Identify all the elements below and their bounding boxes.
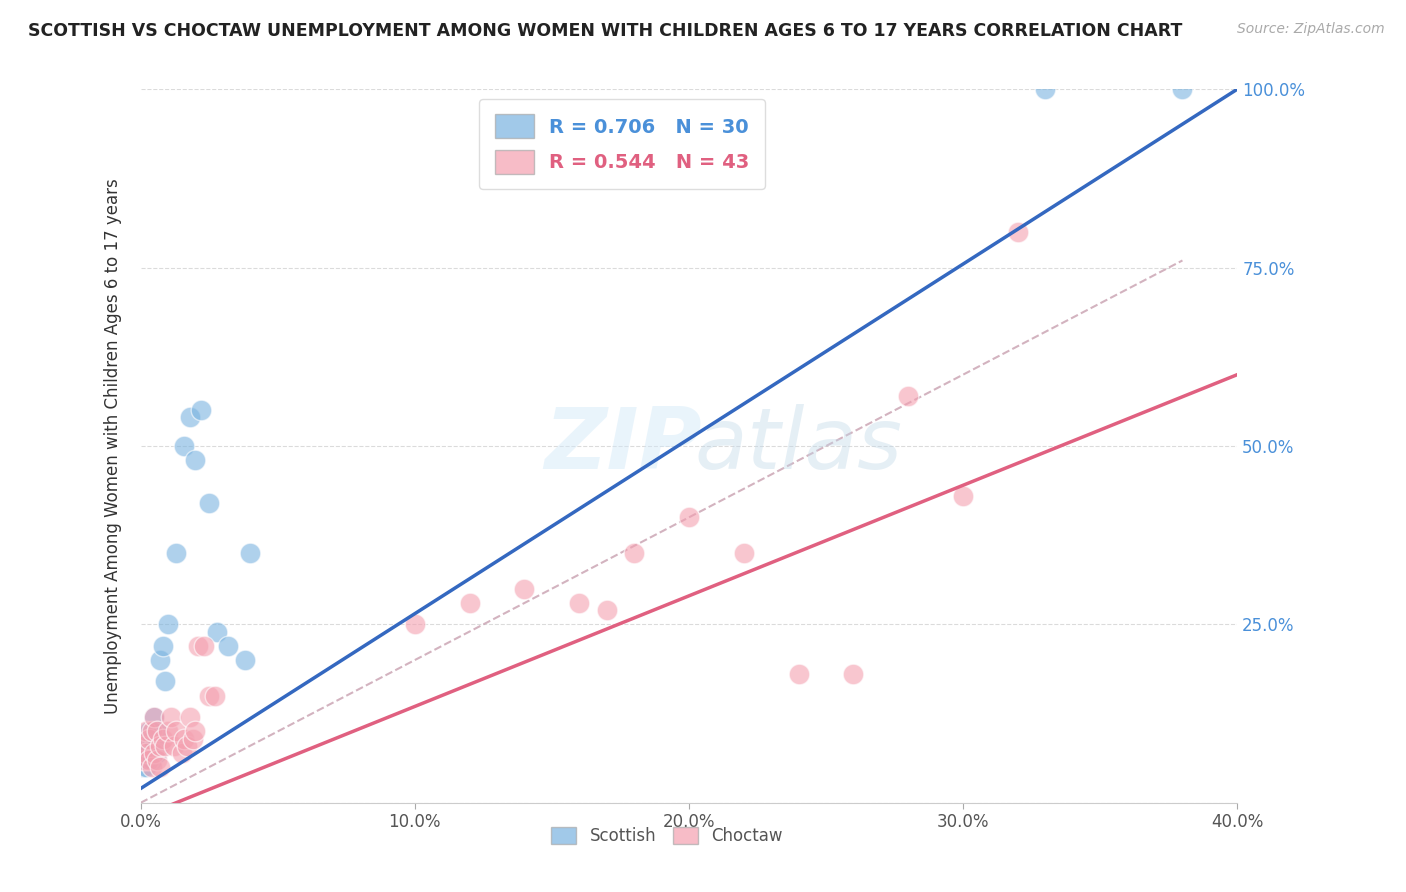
Point — [155, 739, 177, 753]
Point — [146, 724, 169, 739]
Point — [149, 760, 172, 774]
Point — [132, 753, 155, 767]
Point — [207, 624, 229, 639]
Point — [141, 753, 163, 767]
Point — [179, 410, 201, 425]
Point — [173, 731, 195, 746]
Point — [181, 731, 204, 746]
Point — [132, 739, 155, 753]
Point — [458, 596, 481, 610]
Point — [152, 731, 174, 746]
Point — [141, 760, 163, 774]
Point — [138, 746, 160, 760]
Point — [165, 724, 187, 739]
Point — [132, 753, 155, 767]
Point — [184, 453, 207, 467]
Point — [1171, 82, 1194, 96]
Point — [155, 674, 177, 689]
Point — [132, 760, 155, 774]
Point — [568, 596, 591, 610]
Legend: Scottish, Choctaw: Scottish, Choctaw — [544, 820, 789, 852]
Point — [146, 753, 169, 767]
Point — [157, 617, 180, 632]
Text: atlas: atlas — [695, 404, 903, 488]
Point — [170, 746, 193, 760]
Point — [138, 753, 160, 767]
Point — [198, 496, 221, 510]
Point — [190, 403, 212, 417]
Point — [135, 739, 157, 753]
Point — [184, 724, 207, 739]
Point — [217, 639, 239, 653]
Y-axis label: Unemployment Among Women with Children Ages 6 to 17 years: Unemployment Among Women with Children A… — [104, 178, 122, 714]
Point — [157, 724, 180, 739]
Point — [1035, 82, 1057, 96]
Point — [198, 689, 221, 703]
Point — [513, 582, 536, 596]
Point — [187, 639, 209, 653]
Point — [233, 653, 256, 667]
Point — [173, 439, 195, 453]
Point — [162, 739, 184, 753]
Point — [165, 546, 187, 560]
Point — [143, 746, 166, 760]
Point — [623, 546, 645, 560]
Point — [596, 603, 619, 617]
Point — [141, 731, 163, 746]
Point — [132, 746, 155, 760]
Point — [176, 739, 198, 753]
Point — [193, 639, 215, 653]
Point — [135, 724, 157, 739]
Point — [842, 667, 865, 681]
Point — [135, 753, 157, 767]
Point — [143, 710, 166, 724]
Point — [897, 389, 920, 403]
Point — [152, 639, 174, 653]
Point — [146, 746, 169, 760]
Point — [404, 617, 426, 632]
Point — [179, 710, 201, 724]
Point — [149, 653, 172, 667]
Point — [787, 667, 810, 681]
Point — [135, 746, 157, 760]
Point — [141, 724, 163, 739]
Text: SCOTTISH VS CHOCTAW UNEMPLOYMENT AMONG WOMEN WITH CHILDREN AGES 6 TO 17 YEARS CO: SCOTTISH VS CHOCTAW UNEMPLOYMENT AMONG W… — [28, 22, 1182, 40]
Point — [204, 689, 226, 703]
Point — [159, 710, 181, 724]
Text: Source: ZipAtlas.com: Source: ZipAtlas.com — [1237, 22, 1385, 37]
Point — [138, 731, 160, 746]
Point — [138, 724, 160, 739]
Point — [239, 546, 262, 560]
Point — [143, 710, 166, 724]
Point — [149, 739, 172, 753]
Point — [135, 760, 157, 774]
Point — [733, 546, 755, 560]
Point — [952, 489, 974, 503]
Point — [143, 739, 166, 753]
Point — [1007, 225, 1029, 239]
Text: ZIP: ZIP — [544, 404, 702, 488]
Point — [146, 724, 169, 739]
Point — [678, 510, 700, 524]
